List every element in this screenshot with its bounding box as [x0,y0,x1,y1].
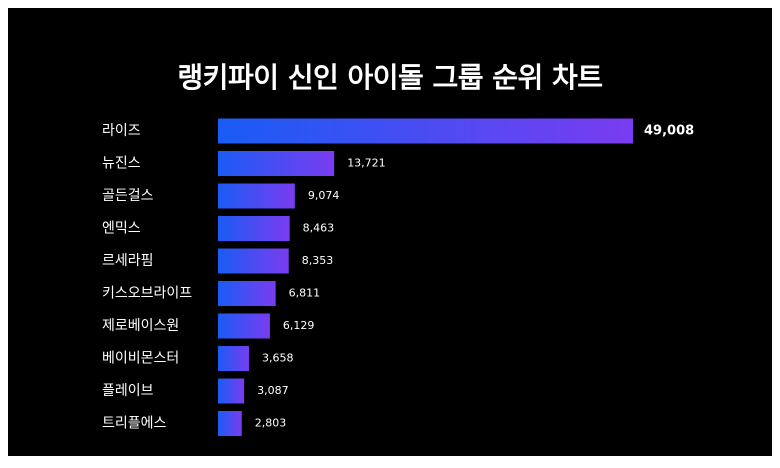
bar [218,281,276,306]
chart-frame: 랭키파이 신인 아이돌 그룹 순위 차트 [8,8,772,456]
value-label: 2,803 [255,417,287,430]
bar [218,151,335,176]
value-label: 49,008 [644,124,694,139]
value-label: 3,658 [262,352,294,365]
bar [218,346,249,371]
bar [218,216,290,241]
category-label: 뉴진스 [102,156,141,172]
category-label: 제로베이스원 [102,318,179,334]
value-label: 8,463 [303,222,335,235]
category-label: 키스오브라이프 [102,286,192,302]
bar [218,183,295,209]
value-label: 13,721 [347,157,386,170]
category-label: 트리플에스 [102,416,167,432]
bar [218,248,289,274]
category-label: 골든걸스 [102,188,154,204]
category-label: 르세라핌 [102,253,154,269]
value-label: 9,074 [308,189,340,202]
value-label: 8,353 [302,254,334,267]
chart-title: 랭키파이 신인 아이돌 그룹 순위 차트 [177,61,603,94]
value-label: 6,129 [283,319,315,332]
bar [218,378,245,404]
bar [218,118,633,144]
category-label: 라이즈 [102,123,141,139]
bar [218,313,270,339]
value-label: 6,811 [289,287,321,300]
category-label: 엔믹스 [102,221,141,237]
category-label: 베이비몬스터 [102,351,179,367]
value-label: 3,087 [257,384,289,397]
category-label: 플레이브 [102,383,154,399]
bar [218,411,242,436]
